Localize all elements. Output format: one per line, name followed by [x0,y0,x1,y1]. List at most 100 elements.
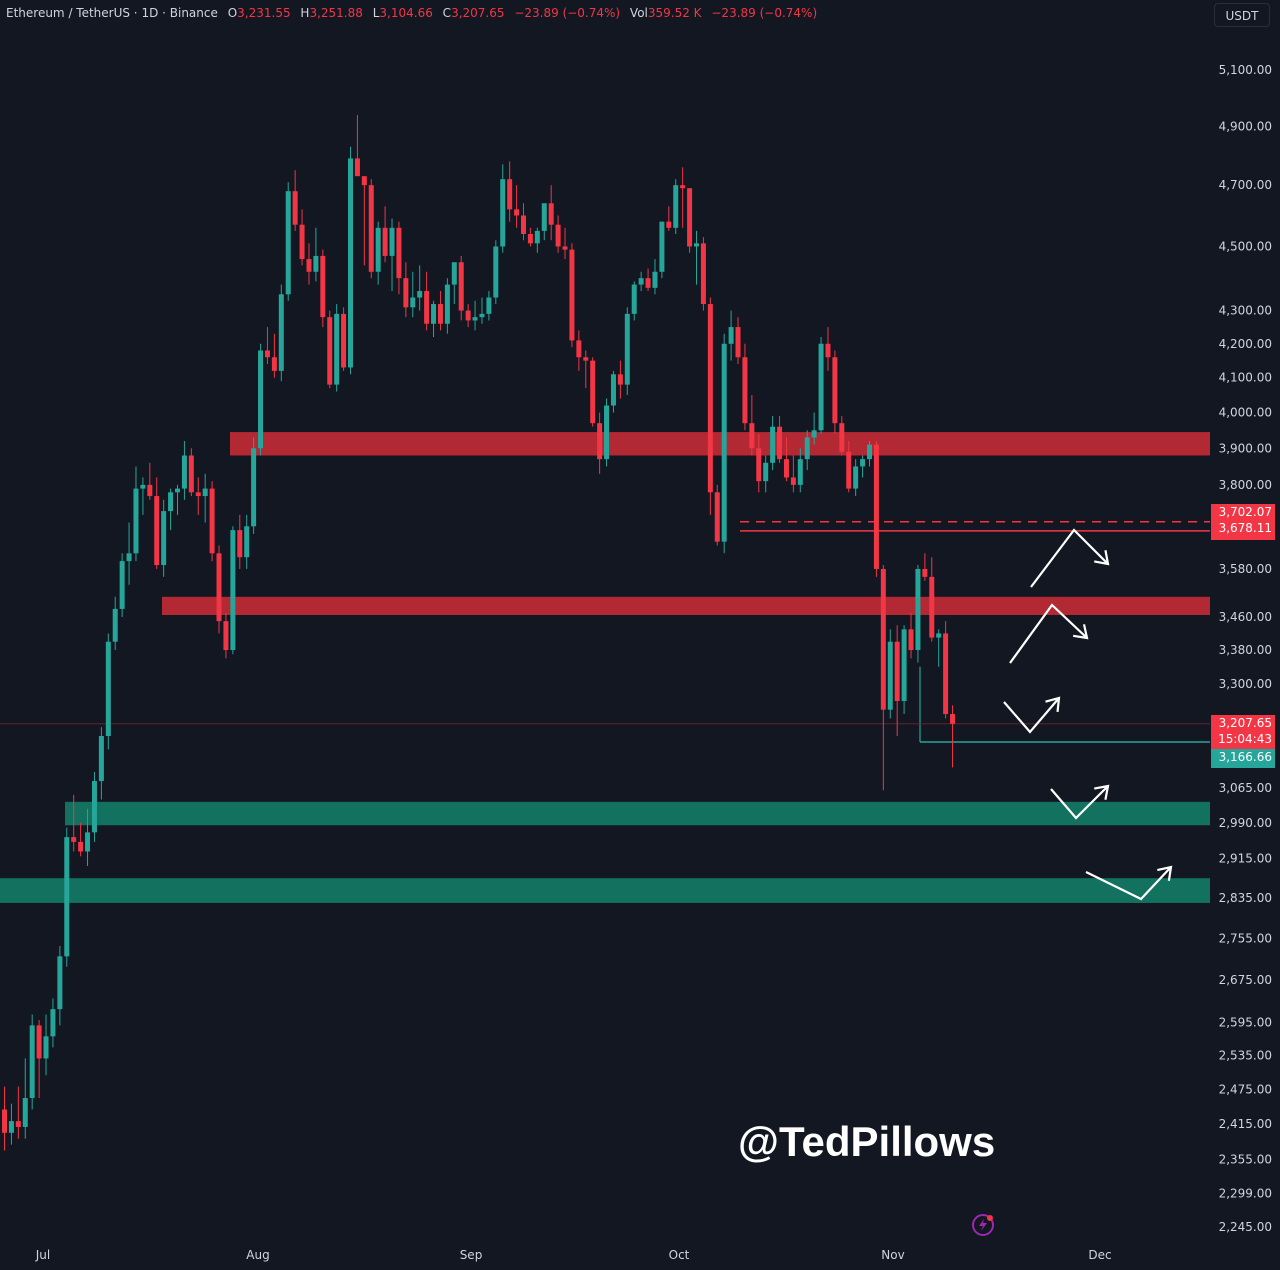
candle-body [922,568,928,577]
symbol-title[interactable]: Ethereum / TetherUS · 1D · Binance [6,6,218,20]
candle [361,176,367,266]
candle [714,484,720,546]
candle-body [57,956,63,1010]
candle [230,526,236,655]
candle-body [700,243,706,305]
zone-support-lower[interactable] [0,878,1210,903]
candle-body [147,484,153,497]
low-value: 3,104.66 [379,6,433,20]
candle [742,343,748,431]
candle [64,827,70,967]
candle [188,448,194,497]
candle [133,466,139,562]
candle-body [617,374,623,385]
candle-body [424,291,430,324]
candle [168,488,174,531]
candle [126,522,132,585]
candle-body [161,511,167,566]
candle-body [880,568,886,710]
candle [617,360,623,399]
candle [894,625,900,737]
candle [763,455,769,493]
price-labels: 3,702.07 3,678.11 3,207.65 15:04:43 3,166.66 [1211,504,1275,768]
lightning-alert-icon[interactable] [970,1212,996,1238]
zone-resistance-upper[interactable] [230,432,1210,456]
candle-body [396,227,402,279]
candle [590,357,596,427]
candle-body [2,1109,7,1133]
candle [161,499,167,577]
candle [389,218,395,292]
legend-header: Ethereum / TetherUS · 1D · Binance O3,23… [6,6,817,20]
candle-body [389,227,395,256]
candle-body [742,357,748,424]
candle-body [244,526,250,558]
candle-body [50,1009,56,1037]
candle [306,243,312,285]
candle [98,727,104,800]
candle-body [818,343,824,431]
level-price-label-bg [1211,504,1275,540]
candle-body [777,426,783,460]
price-tick-label: 2,915.00 [1219,852,1272,866]
candle [472,300,478,331]
candle [749,395,755,456]
candle [354,114,360,177]
time-axis[interactable]: Jul Aug Sep Oct Nov Dec [35,1248,1112,1262]
candle [756,433,762,493]
candle-body [694,243,699,247]
candle-body [590,360,596,424]
candle-body [375,227,381,272]
candle [410,271,416,318]
zone-support-upper[interactable] [65,801,1210,826]
candle [278,284,284,382]
price-tick-label: 3,460.00 [1219,610,1272,624]
candle [119,553,125,618]
candle-body [610,374,616,406]
candle [797,448,803,493]
candle-body [631,284,637,314]
candle [562,227,568,260]
change-value: −23.89 (−0.74%) [514,6,621,20]
candle [652,259,658,295]
low-label: L [372,6,380,20]
candle [811,412,817,445]
candle [880,565,886,791]
price-tick-label: 2,245.00 [1219,1220,1272,1234]
candle-body [223,621,229,651]
candle-body [188,455,194,493]
price-axis[interactable]: 5,100.00 4,900.00 4,700.00 4,500.00 4,300.00… [1219,63,1272,1234]
candle [299,209,305,266]
candle [541,203,547,241]
candle-body [555,224,561,247]
candle-body [950,714,956,724]
candle-body [839,423,845,452]
candle-body [431,304,437,324]
candle [659,221,665,279]
candle-body [361,176,367,186]
volume-change: −23.89 (−0.74%) [711,6,818,20]
candle-body [514,209,520,216]
zone-resistance-lower[interactable] [162,596,1210,616]
candle [777,416,783,463]
price-tick-label: 4,300.00 [1219,304,1272,318]
candle-body [811,430,817,438]
candle [22,1058,28,1139]
candle-body [126,553,132,562]
candle [680,167,686,228]
price-tick-label: 3,800.00 [1219,478,1272,492]
candle-body [209,488,215,554]
candle-body [278,294,284,371]
candle-body [929,576,935,638]
candle [417,265,423,311]
currency-button[interactable]: USDT [1214,3,1270,27]
price-tick-label: 3,065.00 [1219,781,1272,795]
candle-body [313,255,319,272]
candle-body [410,297,416,308]
candle [666,206,672,231]
candle-body [444,284,450,324]
scenario-arrow [1009,603,1088,664]
candle [85,808,91,866]
